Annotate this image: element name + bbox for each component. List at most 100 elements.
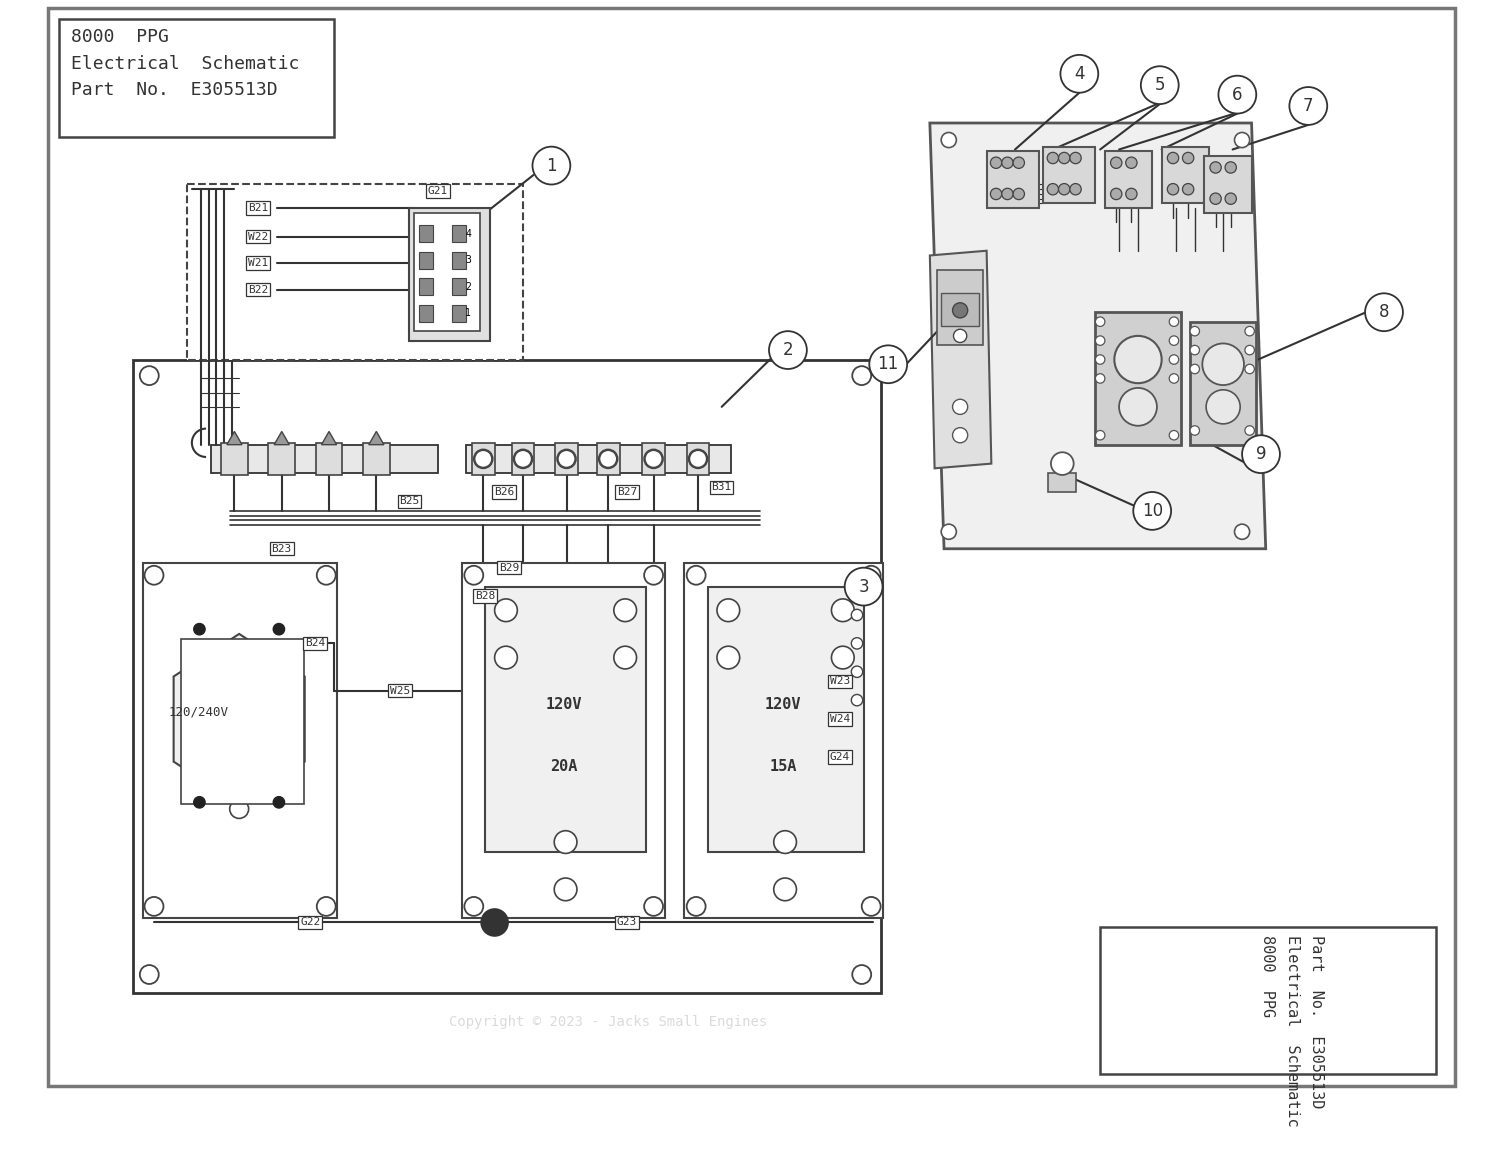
- Polygon shape: [368, 431, 383, 445]
- Circle shape: [1234, 524, 1249, 540]
- Text: G21: G21: [428, 186, 448, 197]
- Circle shape: [140, 965, 159, 984]
- Polygon shape: [274, 431, 289, 445]
- Text: B24: B24: [305, 638, 325, 649]
- Text: 10: 10: [1142, 502, 1163, 520]
- Circle shape: [1169, 355, 1178, 364]
- Circle shape: [555, 879, 577, 901]
- Circle shape: [1126, 188, 1138, 200]
- Circle shape: [555, 831, 577, 853]
- Bar: [684, 563, 882, 918]
- Circle shape: [1210, 162, 1222, 173]
- Text: 120/240V: 120/240V: [168, 706, 228, 719]
- Circle shape: [1210, 193, 1222, 205]
- Circle shape: [558, 451, 576, 467]
- Circle shape: [851, 695, 863, 706]
- Circle shape: [1244, 346, 1255, 355]
- Bar: [597, 443, 619, 475]
- Circle shape: [1225, 193, 1237, 205]
- Circle shape: [464, 897, 484, 916]
- Circle shape: [953, 303, 968, 318]
- Bar: [452, 225, 466, 243]
- Circle shape: [473, 450, 493, 468]
- Bar: [986, 151, 1039, 208]
- Bar: [1105, 151, 1153, 208]
- Bar: [210, 445, 437, 473]
- Bar: [485, 586, 646, 852]
- Circle shape: [1190, 346, 1199, 355]
- Text: SMALL ENGINES: SMALL ENGINES: [625, 477, 715, 488]
- Circle shape: [990, 157, 1003, 169]
- Circle shape: [645, 450, 663, 468]
- Circle shape: [953, 428, 968, 443]
- Text: 8: 8: [1378, 303, 1389, 321]
- Bar: [452, 252, 466, 268]
- Circle shape: [1244, 364, 1255, 373]
- Circle shape: [1013, 157, 1025, 169]
- Bar: [555, 443, 577, 475]
- Bar: [1100, 927, 1435, 1074]
- Circle shape: [514, 451, 532, 467]
- Bar: [642, 443, 664, 475]
- Circle shape: [1169, 430, 1178, 440]
- Polygon shape: [174, 633, 305, 805]
- Bar: [938, 269, 983, 346]
- Text: W21: W21: [248, 258, 268, 268]
- Circle shape: [1365, 294, 1402, 331]
- Circle shape: [1225, 162, 1237, 173]
- Text: W22: W22: [248, 231, 268, 242]
- Text: 120V: 120V: [765, 697, 801, 712]
- Circle shape: [194, 796, 204, 808]
- Text: 2: 2: [466, 282, 470, 291]
- Polygon shape: [322, 431, 337, 445]
- Circle shape: [1111, 188, 1121, 200]
- Circle shape: [1051, 452, 1073, 475]
- Circle shape: [852, 965, 872, 984]
- Circle shape: [1205, 390, 1240, 424]
- Text: Part  No.  E305513D: Part No. E305513D: [1309, 935, 1324, 1109]
- Text: 1: 1: [466, 309, 470, 318]
- Circle shape: [1058, 153, 1070, 164]
- Text: B31: B31: [711, 482, 732, 492]
- Text: Electrical  Schematic: Electrical Schematic: [1285, 935, 1300, 1126]
- Polygon shape: [930, 123, 1266, 549]
- Circle shape: [613, 646, 637, 669]
- Bar: [687, 443, 709, 475]
- Circle shape: [494, 646, 517, 669]
- Text: 11: 11: [878, 355, 899, 373]
- Circle shape: [990, 188, 1003, 200]
- Text: 8000  PPG: 8000 PPG: [1260, 935, 1275, 1017]
- Circle shape: [1183, 153, 1193, 164]
- Circle shape: [852, 366, 872, 385]
- Circle shape: [941, 524, 956, 540]
- Circle shape: [1190, 425, 1199, 435]
- Bar: [1204, 156, 1252, 213]
- Circle shape: [717, 646, 739, 669]
- Circle shape: [600, 451, 616, 467]
- Circle shape: [182, 753, 210, 780]
- Circle shape: [481, 910, 508, 935]
- Circle shape: [1219, 75, 1257, 113]
- Circle shape: [1169, 373, 1178, 383]
- Circle shape: [1244, 326, 1255, 336]
- Circle shape: [274, 623, 284, 635]
- Bar: [1162, 147, 1208, 203]
- Text: 15A: 15A: [770, 758, 797, 773]
- Text: G22: G22: [301, 918, 320, 927]
- Text: G23: G23: [616, 918, 637, 927]
- Text: B22: B22: [248, 284, 268, 295]
- Circle shape: [645, 897, 663, 916]
- Text: B26: B26: [494, 487, 514, 497]
- Circle shape: [690, 451, 706, 467]
- Text: 9: 9: [1255, 445, 1266, 464]
- Circle shape: [645, 565, 663, 585]
- Circle shape: [1003, 188, 1013, 200]
- Circle shape: [953, 399, 968, 414]
- Circle shape: [613, 599, 637, 622]
- Circle shape: [1126, 157, 1138, 169]
- Circle shape: [1003, 157, 1013, 169]
- Circle shape: [831, 599, 854, 622]
- Circle shape: [1202, 343, 1244, 385]
- Text: 4: 4: [1075, 65, 1085, 83]
- Bar: [188, 185, 523, 360]
